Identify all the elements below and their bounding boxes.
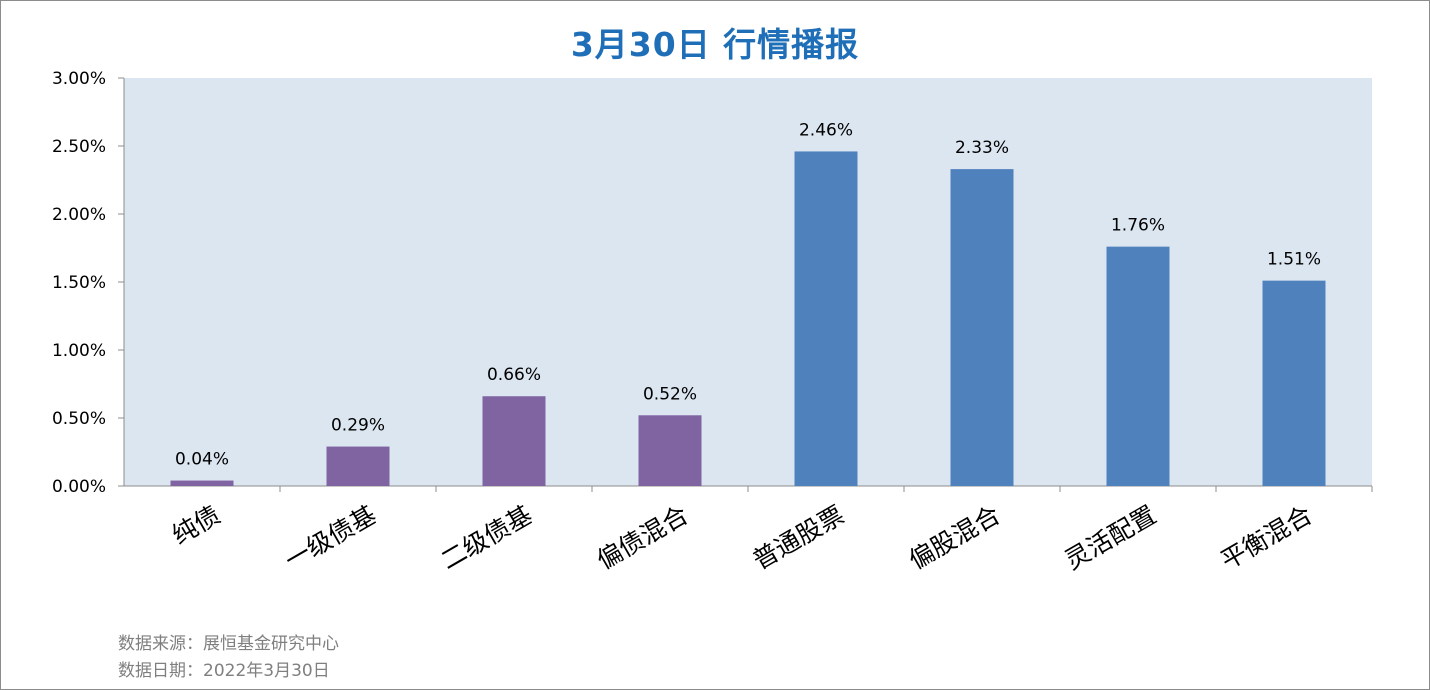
category-label: 灵活配置 [1060,500,1161,575]
data-label: 2.46% [799,120,853,140]
category-label: 偏股混合 [904,500,1005,575]
y-tick-label: 1.50% [52,273,106,293]
y-tick-label: 1.00% [52,341,106,361]
category-label: 偏债混合 [592,500,693,575]
bar [326,446,390,486]
bar [1262,280,1326,486]
y-tick-label: 3.00% [52,69,106,89]
category-label: 二级债基 [436,500,537,575]
data-label: 1.51% [1267,250,1321,270]
chart-title: 3月30日 行情播报 [570,25,860,64]
data-label: 0.66% [487,365,541,385]
y-tick-label: 2.00% [52,205,106,225]
bar [638,415,702,486]
plot-area [124,78,1372,486]
data-label: 2.33% [955,138,1009,158]
category-label: 纯债 [167,500,225,550]
bar [482,396,546,486]
category-label: 一级债基 [280,500,381,575]
data-source-note: 数据来源：展恒基金研究中心 [118,634,339,654]
y-tick-label: 0.00% [52,477,106,497]
data-label: 1.76% [1111,216,1165,236]
bar [950,169,1014,486]
category-label: 平衡混合 [1216,500,1317,575]
y-tick-label: 0.50% [52,409,106,429]
data-label: 0.04% [175,450,229,470]
bar [1106,246,1170,486]
bar [794,151,858,486]
bar [170,480,234,486]
data-label: 0.29% [331,416,385,436]
category-label: 普通股票 [748,500,849,575]
data-label: 0.52% [643,384,697,404]
data-date-note: 数据日期：2022年3月30日 [118,661,330,681]
y-tick-label: 2.50% [52,137,106,157]
